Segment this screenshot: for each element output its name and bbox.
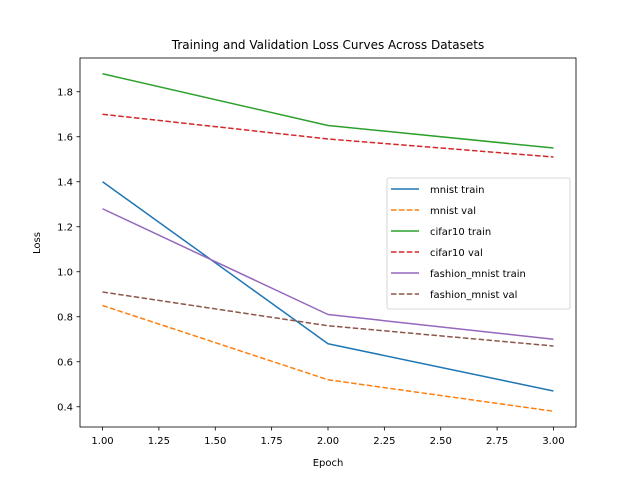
y-axis-ticks: 0.4 0.6 0.8 1.0 1.2 1.4 1.6 1.8: [57, 87, 80, 413]
x-tick-label: 3.00: [542, 436, 564, 447]
y-tick-label: 1.8: [57, 87, 73, 98]
y-tick-label: 1.6: [57, 132, 73, 143]
y-axis-label: Loss: [32, 232, 43, 254]
x-tick-label: 1.25: [148, 436, 170, 447]
chart-title: Training and Validation Loss Curves Acro…: [171, 38, 484, 52]
x-tick-label: 2.50: [430, 436, 452, 447]
x-axis-label: Epoch: [313, 458, 344, 469]
legend-label-cifar10-val: cifar10 val: [430, 248, 483, 259]
legend: mnist train mnist val cifar10 train cifar10…: [386, 177, 571, 310]
x-tick-label: 2.25: [373, 436, 395, 447]
x-tick-label: 1.50: [204, 436, 226, 447]
legend-label-fashion-mnist-train: fashion_mnist train: [430, 269, 526, 280]
y-tick-label: 0.8: [57, 312, 73, 323]
legend-label-mnist-val: mnist val: [430, 206, 476, 217]
x-axis-ticks: 1.00 1.25 1.50 1.75 2.00 2.25 2.50 2.75 3.00: [91, 427, 565, 447]
y-tick-label: 1.2: [57, 222, 73, 233]
y-tick-label: 1.4: [57, 177, 73, 188]
legend-label-cifar10-train: cifar10 train: [430, 227, 491, 238]
series-line-cifar10-train: [102, 73, 554, 149]
legend-box: [386, 177, 571, 310]
series-line-mnist-val: [102, 304, 554, 412]
y-tick-label: 1.0: [57, 267, 73, 278]
series-line-mnist-train: [102, 181, 554, 392]
x-tick-label: 1.75: [261, 436, 283, 447]
series-line-fashion-mnist-val: [102, 291, 554, 347]
legend-label-mnist-train: mnist train: [430, 185, 484, 196]
x-tick-label: 2.75: [486, 436, 508, 447]
series-line-fashion-mnist-train: [102, 208, 554, 340]
series-line-cifar10-val: [102, 113, 554, 158]
legend-label-fashion-mnist-val: fashion_mnist val: [430, 290, 517, 301]
y-tick-label: 0.6: [57, 357, 73, 368]
x-tick-label: 2.00: [317, 436, 339, 447]
series-layer: [102, 73, 554, 412]
x-tick-label: 1.00: [91, 436, 113, 447]
y-tick-label: 0.4: [57, 402, 73, 413]
